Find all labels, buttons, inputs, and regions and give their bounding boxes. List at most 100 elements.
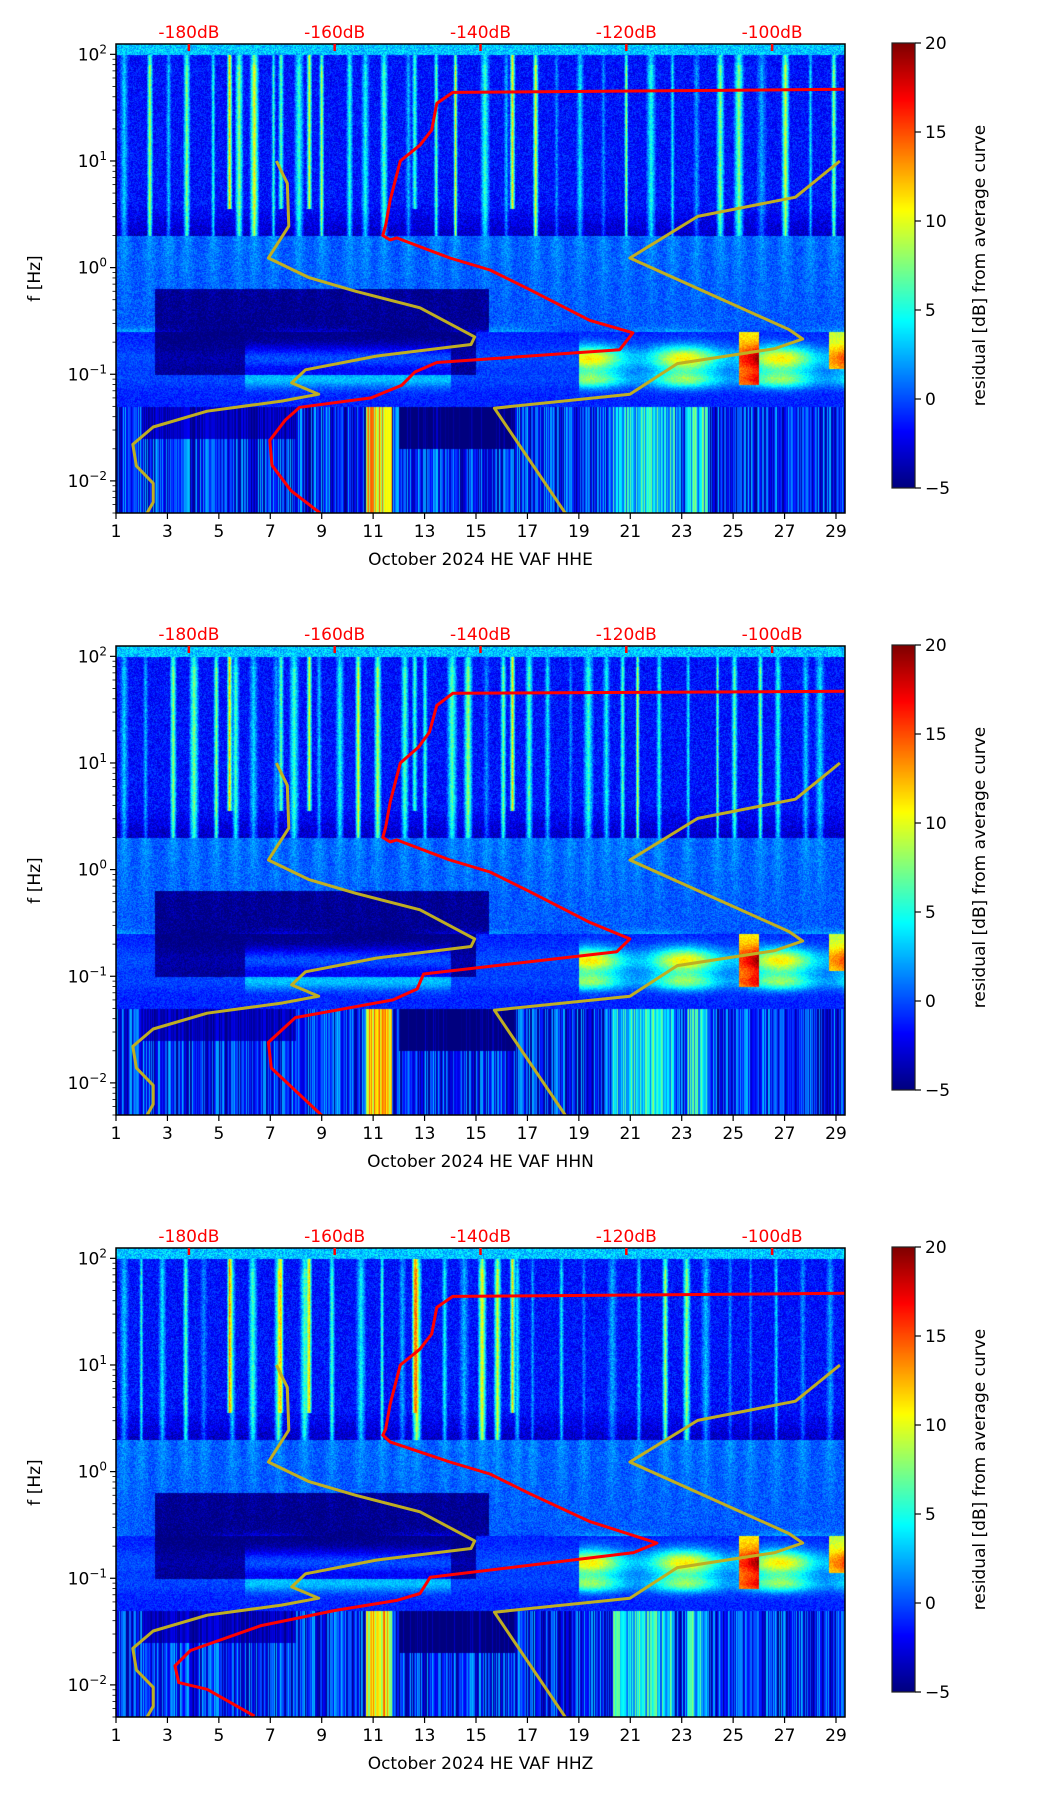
colorbar-tick-label: 5: [925, 301, 936, 321]
x-tick-label: 1: [111, 1726, 122, 1746]
db-tick-label: -180dB: [158, 23, 219, 43]
nhnm-curve: [492, 1363, 841, 1717]
x-axis-label: October 2024 HE VAF HHE: [368, 550, 593, 570]
db-tick-label: -120dB: [596, 625, 657, 645]
colorbar-tick-label: 15: [925, 123, 947, 143]
colorbar-frame: [891, 42, 916, 489]
x-tick-label: 7: [265, 1726, 276, 1746]
y-tick-label: 100: [78, 1460, 107, 1483]
panel-hhe: 1 3 5 7 9 11 13 15 17 19 21 23 25 27 29 October 2024 HE…: [0, 0, 1052, 603]
x-tick-label: 25: [722, 1124, 744, 1144]
nlnm-curve: [131, 762, 477, 1115]
x-tick-label: 11: [362, 1726, 384, 1746]
colorbar-label: residual [dB] from average curve: [970, 125, 990, 406]
x-tick-label: 1: [111, 522, 122, 542]
x-tick-label: 15: [465, 1726, 487, 1746]
x-tick-label: 11: [362, 522, 384, 542]
colorbar-gradient: [892, 43, 915, 488]
colorbar-tick-label: 15: [925, 1327, 947, 1347]
x-tick-label: 15: [465, 522, 487, 542]
x-tick-label: 27: [774, 522, 796, 542]
nlnm-curve: [131, 1364, 477, 1717]
db-tick-label: -160dB: [304, 625, 365, 645]
y-tick-label: 10−1: [68, 964, 107, 987]
x-tick-label: 27: [774, 1726, 796, 1746]
x-tick-label: 23: [671, 1124, 693, 1144]
colorbar-tick-label: 0: [925, 390, 936, 410]
y-tick-label: 10−2: [68, 1673, 107, 1696]
y-tick-label: 102: [78, 644, 107, 667]
db-tick-label: -180dB: [158, 1227, 219, 1247]
x-tick-label: 29: [825, 522, 847, 542]
panel-hhz: 1 3 5 7 9 11 13 15 17 19 21 23 25 27 29 October 2024 HE…: [0, 1204, 1052, 1807]
x-tick-label: 11: [362, 1124, 384, 1144]
x-tick-label: 1: [111, 1124, 122, 1144]
colorbar-tick-label: 0: [925, 1594, 936, 1614]
colorbar-frame: [891, 644, 916, 1091]
colorbar-tick-label: 20: [925, 636, 947, 656]
colorbar-label: residual [dB] from average curve: [970, 727, 990, 1008]
panel-hhn: 1 3 5 7 9 11 13 15 17 19 21 23 25 27 29 October 2024 HE…: [0, 602, 1052, 1205]
x-tick-label: 9: [316, 1726, 327, 1746]
x-tick-label: 17: [517, 1726, 539, 1746]
db-tick-label: -140dB: [450, 625, 511, 645]
y-axis-label: f [Hz]: [25, 1459, 45, 1505]
plot-frame: [115, 43, 846, 514]
colorbar-tick-label: −5: [925, 1081, 950, 1101]
average-psd-curve: [173, 1291, 845, 1717]
x-tick-label: 21: [619, 1726, 641, 1746]
x-tick-label: 5: [213, 1726, 224, 1746]
nhnm-curve: [492, 159, 841, 513]
colorbar-label: residual [dB] from average curve: [970, 1329, 990, 1610]
db-tick-label: -180dB: [158, 625, 219, 645]
y-tick-label: 100: [78, 256, 107, 279]
x-tick-label: 9: [316, 1124, 327, 1144]
x-tick-label: 9: [316, 522, 327, 542]
x-tick-label: 3: [162, 1124, 173, 1144]
x-tick-label: 25: [722, 522, 744, 542]
x-tick-label: 29: [825, 1726, 847, 1746]
db-tick-label: -120dB: [596, 1227, 657, 1247]
average-psd-curve: [266, 689, 845, 1115]
y-tick-label: 10−1: [68, 1566, 107, 1589]
y-tick-label: 101: [78, 1353, 107, 1376]
x-tick-label: 27: [774, 1124, 796, 1144]
x-tick-label: 19: [568, 522, 590, 542]
x-tick-label: 5: [213, 1124, 224, 1144]
nlnm-curve: [131, 160, 477, 513]
y-tick-label: 10−2: [68, 469, 107, 492]
x-tick-label: 23: [671, 1726, 693, 1746]
x-tick-label: 7: [265, 1124, 276, 1144]
colorbar-tick-label: 10: [925, 212, 947, 232]
y-tick-label: 102: [78, 1246, 107, 1269]
x-tick-label: 3: [162, 522, 173, 542]
y-tick-label: 10−1: [68, 362, 107, 385]
colorbar-tick-label: 20: [925, 1238, 947, 1258]
average-psd-curve: [268, 87, 845, 513]
x-tick-label: 29: [825, 1124, 847, 1144]
x-tick-label: 15: [465, 1124, 487, 1144]
colorbar-gradient: [892, 645, 915, 1090]
y-tick-label: 10−2: [68, 1071, 107, 1094]
y-tick-label: 101: [78, 149, 107, 172]
x-tick-label: 7: [265, 522, 276, 542]
x-tick-label: 13: [414, 1726, 436, 1746]
x-tick-label: 23: [671, 522, 693, 542]
x-tick-label: 17: [517, 522, 539, 542]
db-tick-label: -100dB: [742, 23, 803, 43]
colorbar-tick-label: 15: [925, 725, 947, 745]
nhnm-curve: [492, 761, 841, 1115]
colorbar-tick-label: −5: [925, 479, 950, 499]
db-tick-label: -160dB: [304, 23, 365, 43]
colorbar-gradient: [892, 1247, 915, 1692]
colorbar-tick-label: 0: [925, 992, 936, 1012]
x-tick-label: 17: [517, 1124, 539, 1144]
colorbar-tick-label: 5: [925, 1505, 936, 1525]
y-tick-label: 101: [78, 751, 107, 774]
y-tick-label: 100: [78, 858, 107, 881]
db-tick-label: -100dB: [742, 1227, 803, 1247]
colorbar-tick-label: 5: [925, 903, 936, 923]
